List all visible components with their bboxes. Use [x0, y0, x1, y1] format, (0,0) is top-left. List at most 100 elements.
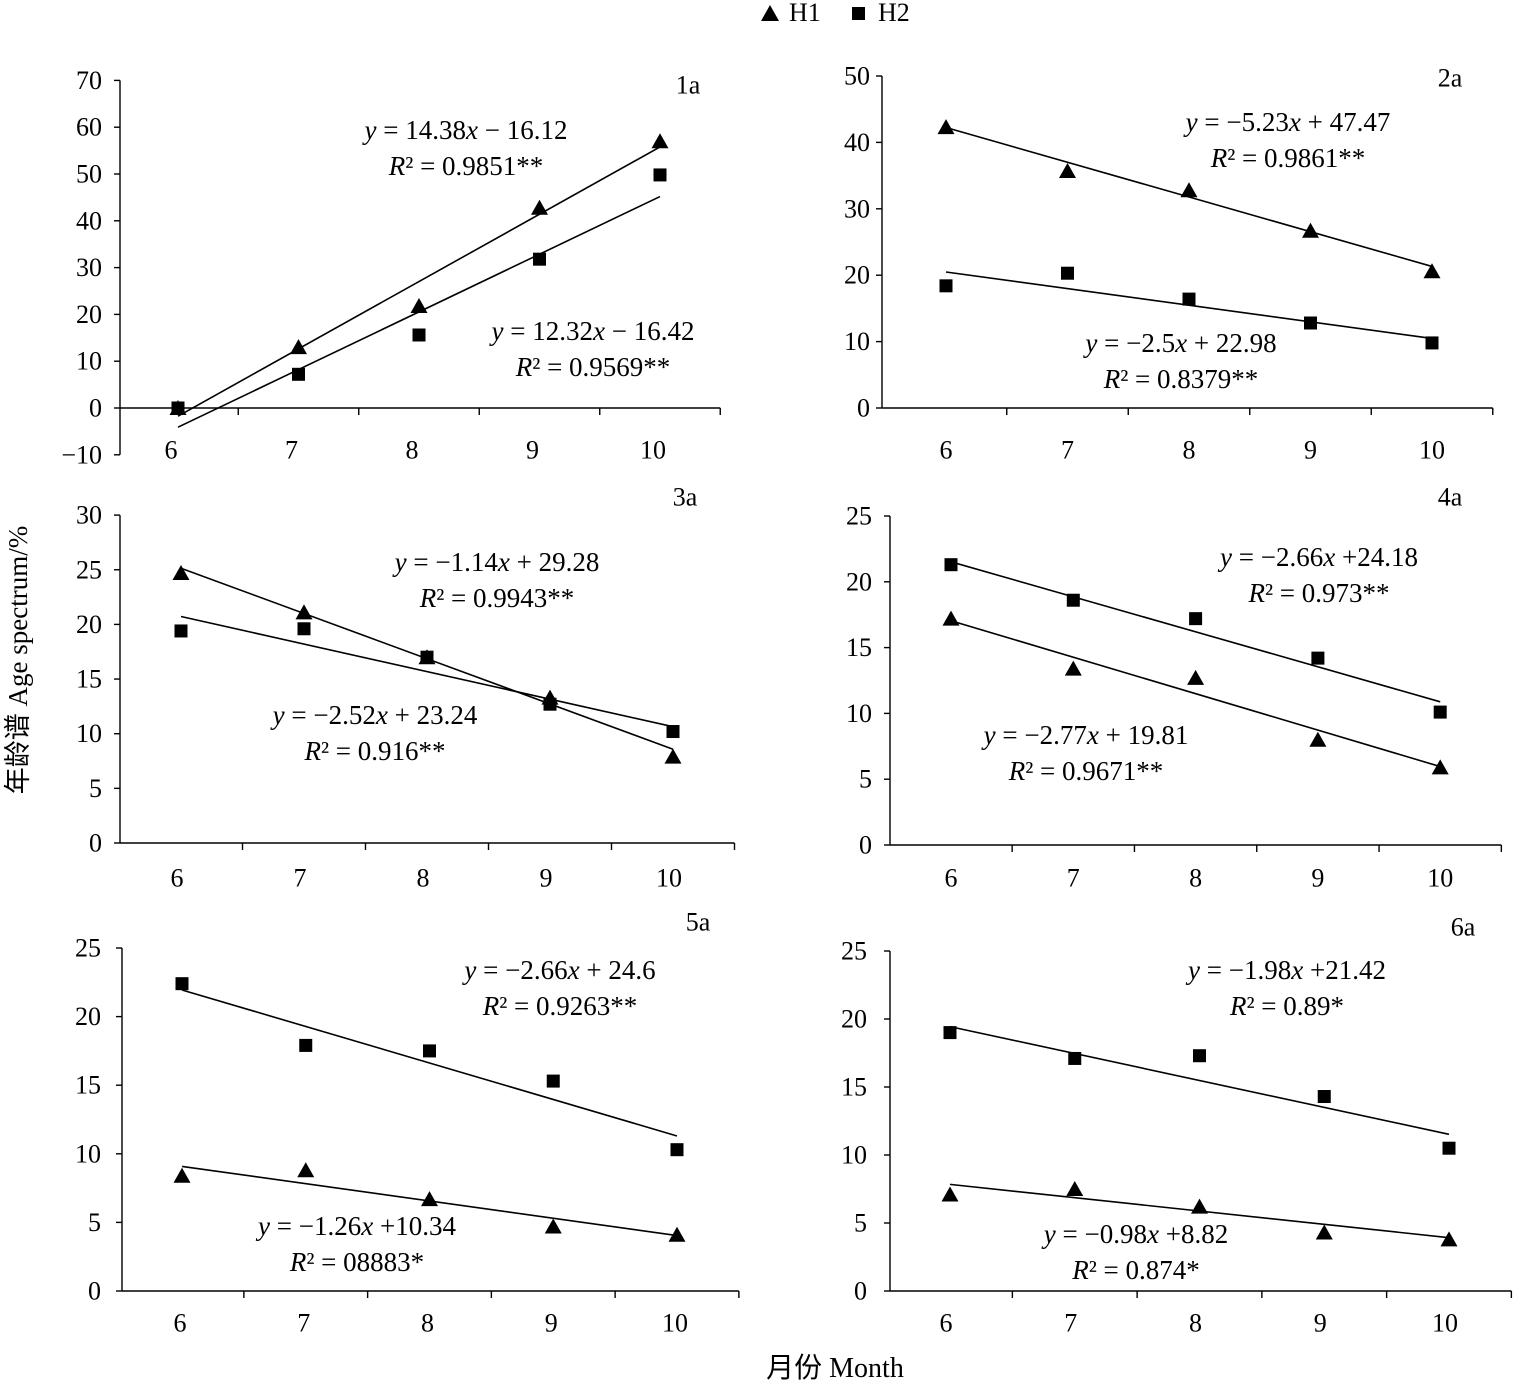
data-point-h1 [1302, 222, 1319, 238]
data-point-h1 [173, 1167, 191, 1183]
panel-1a: −10 0 10 20 30 40 50 60 70 6 7 8 9 10 1a [61, 66, 721, 469]
y-tick-label: 0 [857, 394, 870, 423]
y-tick-label: 15 [841, 1073, 867, 1102]
data-point-h2 [1317, 1090, 1331, 1104]
data-point-h2 [1193, 1049, 1206, 1063]
y-tick-label: 0 [854, 1277, 867, 1306]
data-point-h2 [1433, 705, 1447, 719]
data-point-h2 [174, 624, 188, 638]
data-point-h2 [1304, 316, 1317, 330]
y-tick-label: 25 [841, 937, 867, 966]
y-tick-label: 0 [88, 1277, 101, 1306]
data-point-h2 [1068, 1051, 1082, 1065]
data-point-h1 [1423, 263, 1441, 279]
y-tick-label: 50 [76, 160, 102, 189]
x-tick-label: 7 [1064, 1309, 1077, 1338]
y-tick-label: 20 [846, 567, 872, 596]
legend-label-h2: H2 [878, 0, 910, 27]
y-tick-label: 5 [88, 1208, 101, 1237]
x-tick-label: 10 [1419, 436, 1445, 465]
data-point-h2 [1189, 612, 1203, 626]
y-tick-label: 15 [75, 1071, 101, 1100]
data-point-h1 [1315, 1224, 1333, 1240]
trendline-h2 [180, 615, 674, 728]
x-tick-label: 9 [540, 864, 553, 893]
x-tick-label: 7 [1061, 436, 1074, 465]
data-point-h1 [1309, 731, 1327, 747]
x-tick-label: 10 [656, 864, 682, 893]
panel-label: 1a [676, 71, 701, 100]
data-point-h1 [544, 1218, 562, 1234]
y-tick-label: −10 [61, 440, 102, 469]
x-tick-label: 9 [1311, 864, 1324, 893]
data-point-h2 [412, 328, 426, 342]
data-point-h2 [1182, 292, 1196, 306]
y-tick-label: 40 [76, 206, 102, 235]
y-tick-label: 25 [76, 555, 102, 584]
panel-6a: 0 5 10 15 20 25 6 7 8 9 10 6a [841, 913, 1513, 1338]
y-tick-label: 0 [89, 394, 102, 423]
y-tick-label: 0 [859, 831, 872, 860]
x-tick-label: 8 [1189, 1309, 1202, 1338]
x-tick-label: 10 [1432, 1309, 1458, 1338]
data-point-h2 [546, 1074, 560, 1088]
x-axis-title: 月份 Month [766, 1353, 904, 1384]
trendline-h2 [949, 1025, 1450, 1136]
y-tick-label: 20 [844, 261, 870, 290]
x-tick-label: 6 [171, 864, 184, 893]
x-tick-label: 8 [1183, 436, 1196, 465]
data-point-h1 [1066, 1181, 1084, 1196]
x-tick-label: 6 [940, 1309, 953, 1338]
x-tick-label: 7 [297, 1309, 310, 1338]
y-tick-label: 10 [844, 327, 870, 356]
panel-5a: 0 5 10 15 20 25 6 7 8 9 10 5a [75, 908, 740, 1338]
x-tick-label: 10 [1427, 864, 1453, 893]
x-tick-label: 9 [1314, 1309, 1327, 1338]
y-tick-label: 5 [859, 765, 872, 794]
x-tick-label: 9 [1304, 436, 1317, 465]
x-tick-label: 9 [545, 1309, 558, 1338]
trendline-h1 [177, 146, 661, 417]
x-tick-label: 8 [406, 436, 419, 465]
x-tick-label: 7 [294, 864, 307, 893]
data-point-h2 [670, 1143, 684, 1157]
panel-label: 3a [673, 483, 698, 512]
data-point-h1 [421, 1191, 438, 1207]
y-tick-label: 30 [76, 501, 102, 530]
data-point-h2 [297, 622, 311, 636]
y-tick-label: 25 [75, 934, 101, 963]
panel-2a: 0 10 20 30 40 50 6 7 8 9 10 2a [844, 62, 1494, 465]
data-point-h1 [668, 1226, 686, 1242]
data-point-h1 [1440, 1231, 1458, 1247]
y-tick-label: 20 [841, 1005, 867, 1034]
data-point-h1 [1064, 660, 1082, 676]
y-tick-label: 10 [76, 719, 102, 748]
data-point-h2 [420, 650, 434, 664]
y-tick-label: 70 [76, 66, 102, 95]
data-point-h2 [543, 697, 557, 711]
y-tick-label: 30 [844, 194, 870, 223]
data-point-h1 [664, 748, 682, 764]
y-tick-label: 40 [844, 128, 870, 157]
data-point-h1 [1059, 162, 1076, 178]
data-point-h2 [533, 252, 546, 266]
y-tick-label: 15 [846, 633, 872, 662]
y-tick-label: 15 [76, 665, 102, 694]
panel-label: 6a [1451, 913, 1476, 942]
data-point-h1 [531, 199, 548, 215]
data-point-h2 [292, 367, 305, 381]
data-point-h1 [937, 119, 955, 135]
data-point-h1 [1431, 759, 1449, 775]
y-tick-label: 20 [75, 1002, 101, 1031]
y-tick-label: 25 [846, 502, 872, 531]
x-tick-label: 10 [662, 1309, 688, 1338]
trendline-h1 [950, 619, 1441, 768]
data-point-h1 [1180, 182, 1198, 198]
data-point-h1 [295, 604, 313, 620]
data-point-h1 [297, 1162, 315, 1178]
data-point-h2 [1066, 593, 1080, 607]
panel-3a: 0 5 10 15 20 25 30 6 7 8 9 10 3a [76, 483, 736, 893]
data-point-h2 [423, 1044, 436, 1058]
y-tick-label: 5 [89, 774, 102, 803]
